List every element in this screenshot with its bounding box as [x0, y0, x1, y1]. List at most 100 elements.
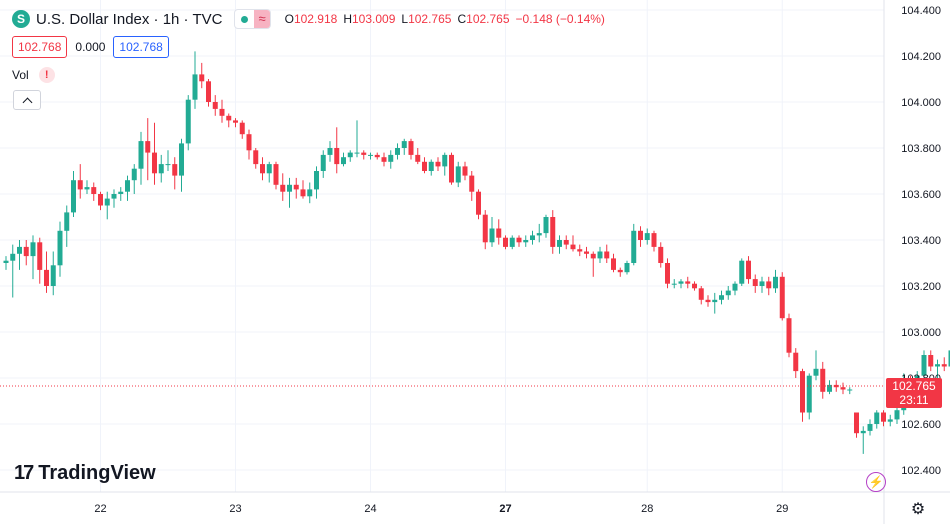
spread-value: 0.000	[75, 40, 106, 54]
candle	[408, 138, 414, 160]
candle	[563, 235, 569, 250]
price-tick-label: 102.400	[901, 465, 941, 477]
collapse-legend-button[interactable]	[13, 90, 41, 110]
candle	[449, 152, 454, 185]
candle	[725, 286, 731, 300]
candle	[320, 150, 326, 178]
chevron-up-icon	[22, 97, 32, 107]
candle-body	[233, 120, 238, 123]
low-value: 102.765	[408, 12, 452, 26]
candle	[611, 253, 616, 273]
candle-body	[192, 74, 198, 100]
candle	[455, 161, 461, 188]
candle	[671, 279, 677, 289]
candle-body	[320, 154, 326, 171]
price-tick-label: 104.400	[901, 5, 941, 17]
candle-body	[509, 237, 515, 247]
candle-body	[692, 283, 697, 289]
candle-body	[17, 246, 22, 254]
candle	[833, 380, 839, 392]
candle-body	[307, 189, 313, 197]
candle	[773, 269, 778, 293]
candle	[300, 180, 306, 199]
candle-body	[665, 263, 670, 284]
warning-icon[interactable]: !	[38, 67, 55, 83]
candle-body	[590, 253, 596, 259]
candle	[91, 182, 97, 201]
candle-body	[212, 102, 218, 109]
candle-body	[577, 249, 583, 252]
candle-body	[219, 108, 225, 116]
candle	[732, 281, 738, 296]
candle	[77, 164, 83, 199]
candle-body	[10, 253, 16, 261]
candles	[0, 51, 950, 454]
candle-body	[773, 276, 778, 289]
candle	[233, 118, 238, 128]
candle	[287, 177, 292, 208]
high-label: H	[343, 12, 352, 26]
candle-body	[678, 281, 684, 284]
candle	[280, 173, 286, 201]
market-status-pill[interactable]: ≈	[234, 9, 271, 29]
candle-body	[658, 246, 664, 263]
candle-body	[64, 212, 70, 231]
candle-body	[671, 283, 677, 285]
candle-body	[152, 152, 157, 174]
candle	[435, 157, 441, 171]
candle-body	[435, 161, 441, 167]
candle-body	[827, 384, 832, 392]
candle	[118, 187, 124, 201]
candle	[226, 113, 232, 128]
candle	[854, 412, 859, 438]
candle-body	[57, 230, 63, 266]
candle	[847, 387, 853, 395]
symbol-icon[interactable]: S	[12, 10, 30, 28]
candle-body	[91, 187, 97, 194]
candle	[347, 150, 353, 162]
candle-body	[476, 191, 481, 215]
price-axis: 104.400 104.200 104.000 103.800 103.600 103.4…	[901, 5, 941, 477]
sell-price-box[interactable]: 102.768	[12, 36, 68, 58]
candle-body	[746, 260, 751, 280]
candle	[199, 62, 205, 89]
close-label: C	[457, 12, 467, 26]
candle	[314, 166, 319, 199]
candle-body	[806, 375, 812, 413]
flash-icon[interactable]: ⚡	[866, 472, 886, 492]
candle	[138, 131, 144, 185]
symbol-title[interactable]: U.S. Dollar Index · 1h · TVC	[36, 10, 223, 28]
tradingview-logo[interactable]: 17 TradingView	[14, 462, 156, 485]
candle	[530, 230, 535, 245]
candle-body	[921, 355, 927, 376]
candle-body	[887, 419, 893, 422]
candle	[206, 79, 211, 107]
candle	[374, 152, 380, 160]
candle	[719, 290, 724, 305]
buy-price-box[interactable]: 102.768	[113, 36, 169, 58]
candle	[624, 260, 630, 275]
candle-body	[77, 180, 83, 190]
candle-body	[725, 290, 731, 296]
candle	[50, 251, 56, 296]
candle	[44, 251, 49, 293]
candle-body	[469, 175, 475, 192]
candle	[948, 350, 950, 367]
candle-body	[611, 258, 616, 270]
candle	[3, 256, 9, 270]
candle	[590, 251, 596, 277]
gear-icon[interactable]: ⚙	[910, 501, 926, 518]
candle	[462, 161, 468, 181]
candle	[894, 405, 900, 424]
candle-body	[98, 194, 103, 206]
tradingview-wordmark: TradingView	[38, 462, 156, 484]
volume-legend[interactable]: Vol !	[12, 67, 55, 83]
candle	[557, 235, 562, 254]
candle-body	[854, 412, 859, 434]
time-tick-label: 29	[776, 503, 788, 515]
candle-body	[874, 412, 880, 424]
candle	[935, 359, 940, 378]
candle-body	[631, 230, 637, 263]
candle	[368, 152, 373, 160]
